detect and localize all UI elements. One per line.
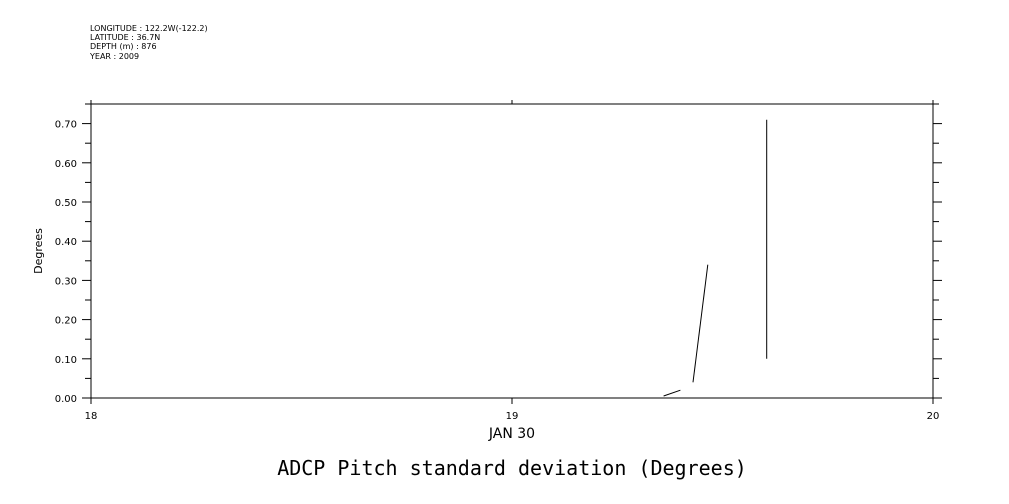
y-tick-label: 0.50 <box>55 198 77 209</box>
y-tick-labels: 0.00 0.10 0.20 0.30 0.40 0.50 0.60 0.70 <box>55 120 77 405</box>
y-tick-label: 0.20 <box>55 316 77 327</box>
axis-ticks <box>82 100 942 404</box>
header-longitude: LONGITUDE : 122.2W(-122.2) <box>90 24 208 33</box>
y-tick-label: 0.00 <box>55 394 77 405</box>
x-tick-labels: 18 19 20 <box>85 411 940 422</box>
header-depth: DEPTH (m) : 876 <box>90 42 157 51</box>
y-axis-title: Degrees <box>32 228 45 274</box>
x-tick-label: 19 <box>506 411 519 422</box>
series-segment <box>663 389 681 397</box>
plot-frame <box>90 103 934 399</box>
header-year: YEAR : 2009 <box>89 52 139 61</box>
x-axis-title: JAN 30 <box>488 426 535 442</box>
x-tick-label: 18 <box>85 411 98 422</box>
data-series <box>663 119 768 397</box>
header-latitude: LATITUDE : 36.7N <box>90 33 160 42</box>
y-tick-label: 0.30 <box>55 276 77 287</box>
y-tick-label: 0.40 <box>55 237 77 248</box>
series-segment <box>692 264 709 383</box>
y-tick-label: 0.70 <box>55 120 77 131</box>
y-tick-label: 0.10 <box>55 355 77 366</box>
x-tick-label: 20 <box>927 411 940 422</box>
metadata-header: LONGITUDE : 122.2W(-122.2) LATITUDE : 36… <box>89 24 208 61</box>
chart-title: ADCP Pitch standard deviation (Degrees) <box>277 456 747 480</box>
y-tick-label: 0.60 <box>55 159 77 170</box>
